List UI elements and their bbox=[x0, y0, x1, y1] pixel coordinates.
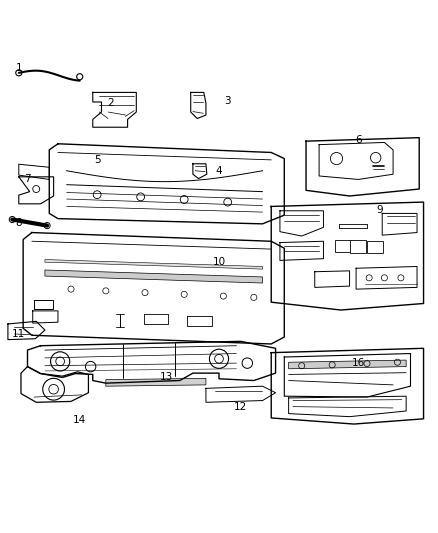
Polygon shape bbox=[45, 260, 262, 269]
Bar bbox=[350, 240, 366, 253]
Text: 14: 14 bbox=[73, 415, 86, 425]
Polygon shape bbox=[45, 270, 262, 283]
Polygon shape bbox=[106, 378, 206, 386]
Text: 9: 9 bbox=[377, 205, 383, 215]
Text: 4: 4 bbox=[215, 166, 223, 176]
Text: 11: 11 bbox=[12, 329, 25, 339]
Text: 12: 12 bbox=[234, 402, 247, 411]
Text: 6: 6 bbox=[355, 135, 362, 146]
Polygon shape bbox=[289, 360, 406, 369]
Text: 3: 3 bbox=[224, 96, 231, 106]
Bar bbox=[367, 241, 383, 254]
Text: 13: 13 bbox=[160, 373, 173, 383]
Text: 8: 8 bbox=[15, 218, 22, 228]
Text: 1: 1 bbox=[15, 63, 22, 74]
Text: 5: 5 bbox=[94, 155, 100, 165]
Text: 16: 16 bbox=[352, 358, 365, 368]
Text: 7: 7 bbox=[24, 174, 31, 184]
Bar bbox=[335, 239, 351, 252]
Text: 2: 2 bbox=[107, 98, 113, 108]
Text: 10: 10 bbox=[212, 257, 226, 267]
